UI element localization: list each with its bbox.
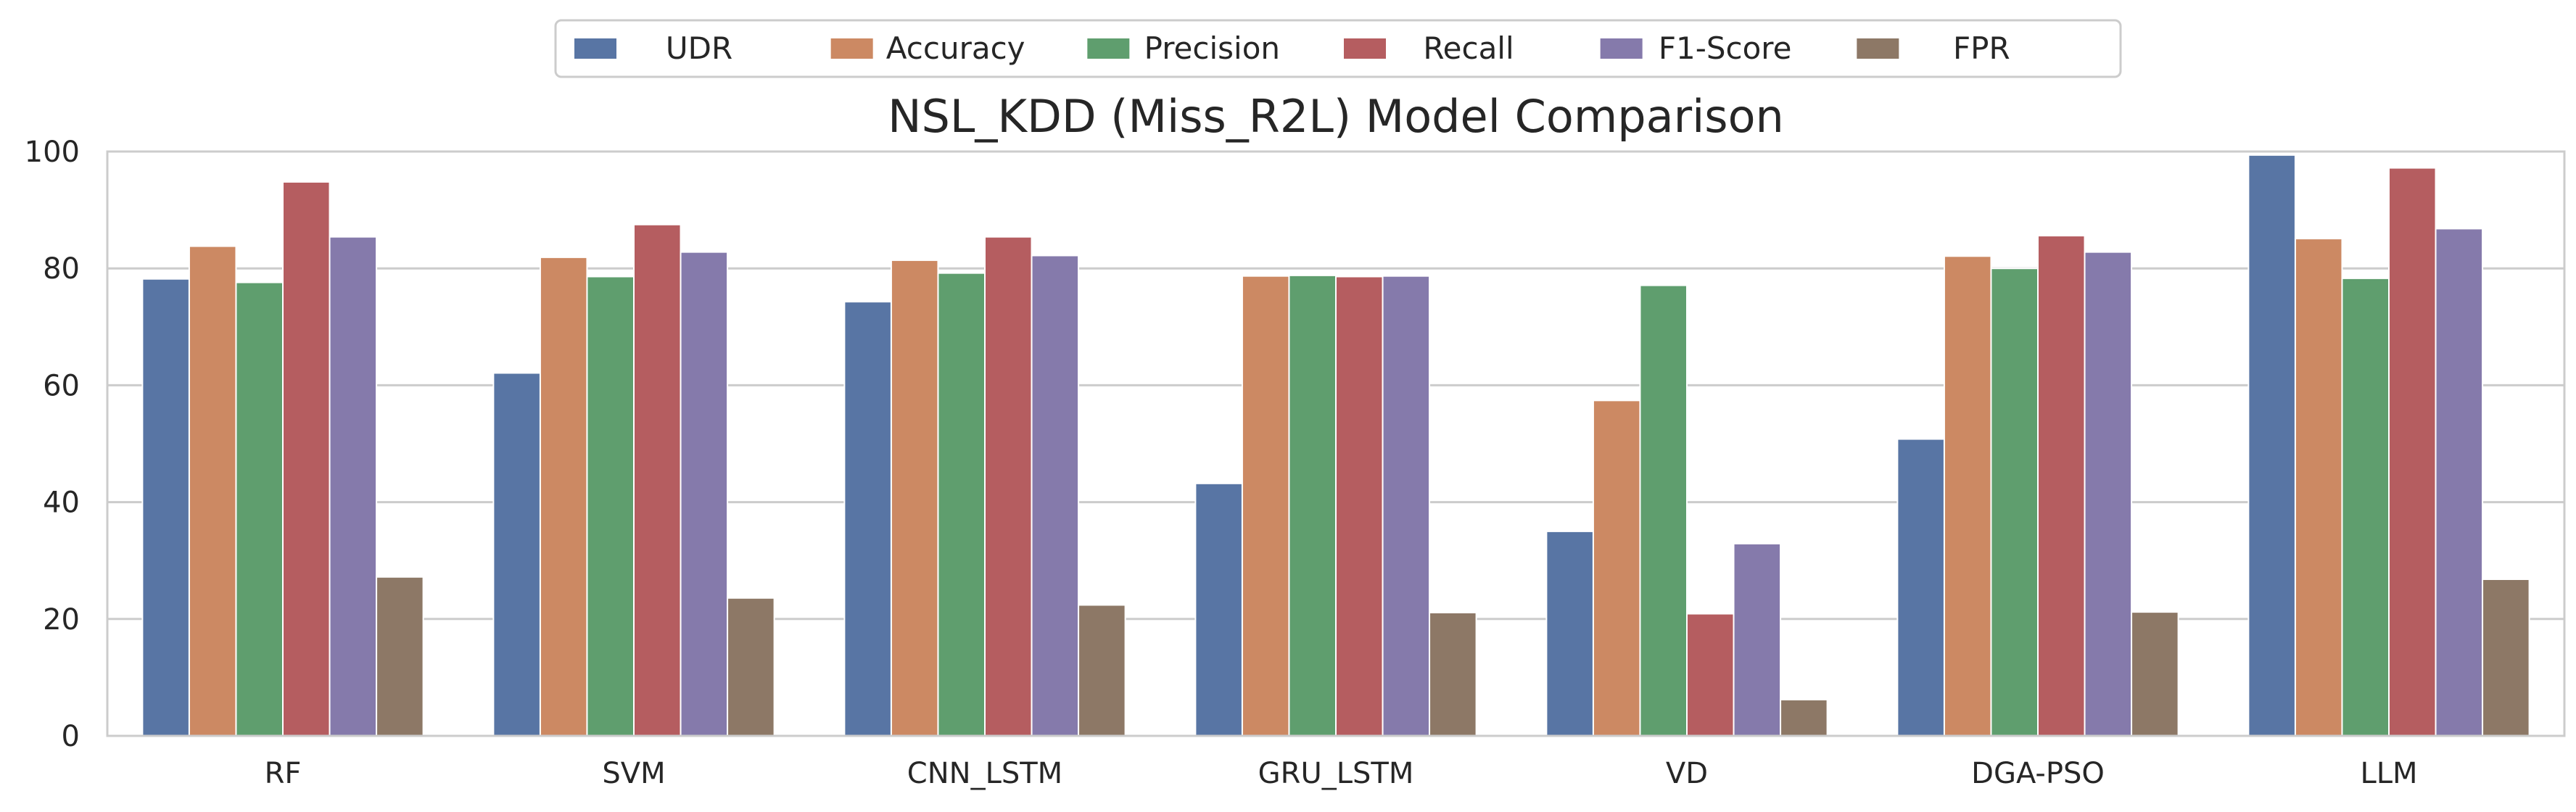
bar-rf-f1-score [329, 236, 378, 737]
x-tick-label: RF [265, 757, 302, 790]
legend-swatch-recall [1344, 38, 1386, 59]
legend-swatch-udr [574, 38, 616, 59]
x-tick-label: SVM [602, 757, 665, 790]
bar-llm-recall [2388, 167, 2437, 737]
bar-llm-udr [2247, 154, 2296, 737]
bar-cnn_lstm-f1-score [1031, 254, 1080, 737]
bar-cnn_lstm-recall [984, 236, 1033, 737]
legend-label-recall: Recall [1423, 30, 1514, 66]
y-tick-label: 60 [43, 369, 80, 402]
legend-label-accuracy: Accuracy [886, 30, 1025, 66]
y-tick-label: 20 [43, 603, 80, 637]
bar-vd-fpr [1780, 699, 1828, 737]
bar-llm-precision [2341, 277, 2390, 737]
axes [106, 150, 2566, 737]
bar-gru_lstm-recall [1335, 276, 1384, 737]
legend-swatch-accuracy [830, 38, 873, 59]
legend-label-precision: Precision [1144, 30, 1280, 66]
y-tick-label: 80 [43, 252, 80, 286]
bar-rf-recall [282, 181, 331, 737]
bar-gru_lstm-precision [1288, 274, 1337, 737]
bar-cnn_lstm-accuracy [890, 259, 939, 737]
bar-rf-accuracy [188, 245, 237, 737]
x-tick-label: GRU_LSTM [1258, 757, 1414, 790]
bar-svm-f1-score [680, 251, 729, 737]
x-tick-label: CNN_LSTM [907, 757, 1062, 790]
legend-swatch-fpr [1857, 38, 1899, 59]
bar-dga-pso-f1-score [2084, 251, 2133, 737]
y-axis-ticks: 0 20 40 60 80 100 [25, 136, 80, 753]
bar-cnn_lstm-precision [937, 272, 986, 737]
y-tick-label: 100 [25, 136, 80, 169]
bars [141, 154, 2530, 737]
bar-vd-accuracy [1592, 399, 1641, 737]
x-tick-label: VD [1666, 757, 1708, 790]
bar-vd-f1-score [1733, 542, 1782, 737]
legend-frame [554, 19, 2122, 78]
bar-cnn_lstm-udr [843, 301, 892, 737]
bar-rf-fpr [376, 576, 424, 737]
bar-dga-pso-precision [1990, 268, 2039, 737]
bar-cnn_lstm-fpr [1078, 604, 1126, 737]
legend-label-f1-score: F1-Score [1659, 30, 1792, 66]
bar-llm-f1-score [2435, 228, 2484, 737]
x-tick-label: DGA-PSO [1971, 757, 2105, 790]
bar-vd-precision [1639, 284, 1688, 737]
x-axis-ticks: RF SVM CNN_LSTM GRU_LSTM VD DGA-PSO LLM [265, 757, 2418, 790]
bar-dga-pso-udr [1896, 438, 1945, 737]
legend: UDR Accuracy Precision Recall F1-Score FPR [554, 19, 2122, 78]
y-tick-label: 40 [43, 486, 80, 520]
chart-title: NSL_KDD (Miss_R2L) Model Comparison [888, 90, 1784, 143]
bar-dga-pso-recall [2037, 235, 2086, 737]
bar-gru_lstm-accuracy [1241, 275, 1290, 737]
bar-rf-precision [235, 281, 284, 737]
legend-label-udr: UDR [666, 30, 732, 66]
bar-llm-fpr [2482, 578, 2530, 737]
legend-label-fpr: FPR [1953, 30, 2010, 66]
x-tick-label: LLM [2360, 757, 2417, 790]
bar-rf-udr [141, 278, 190, 737]
plot-frame [106, 150, 2566, 737]
bar-svm-udr [492, 372, 541, 737]
bar-svm-accuracy [539, 256, 588, 737]
bar-gru_lstm-udr [1194, 482, 1243, 737]
bar-svm-fpr [727, 597, 775, 737]
legend-swatch-f1-score [1600, 38, 1643, 59]
bar-dga-pso-accuracy [1943, 255, 1992, 737]
bar-svm-recall [633, 223, 682, 737]
bar-gru_lstm-fpr [1429, 611, 1477, 737]
bar-dga-pso-fpr [2131, 611, 2179, 737]
bar-svm-precision [586, 276, 635, 737]
bar-vd-recall [1686, 613, 1735, 737]
bar-llm-accuracy [2294, 238, 2343, 737]
bar-vd-udr [1545, 530, 1594, 737]
y-tick-label: 0 [62, 720, 80, 753]
bar-gru_lstm-f1-score [1382, 275, 1431, 737]
legend-swatch-precision [1087, 38, 1130, 59]
